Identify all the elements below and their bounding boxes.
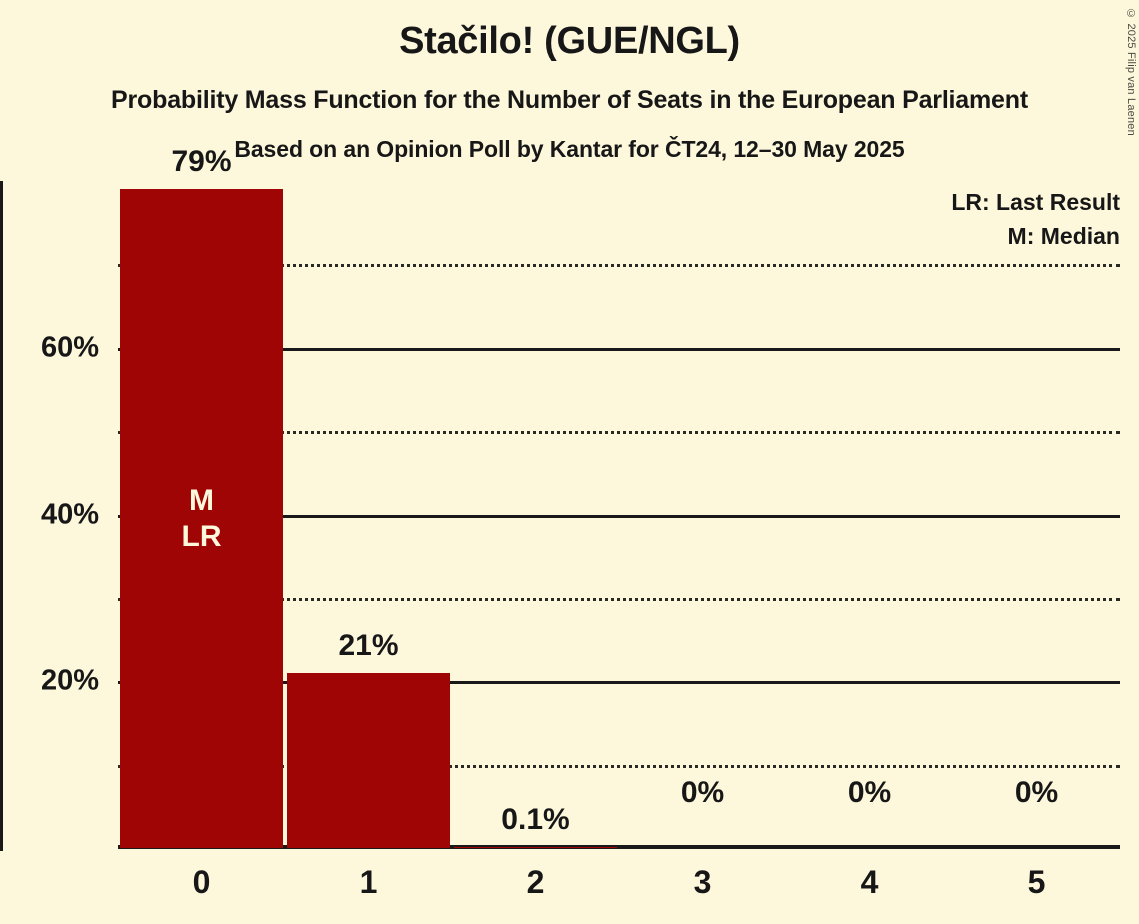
bar-annotation-labels: M LR <box>120 483 283 555</box>
x-axis-tick-labels: 0 1 2 3 4 5 <box>118 866 1120 916</box>
bar-value-label: 0.1% <box>501 803 570 837</box>
chart-title: Stačilo! (GUE/NGL) <box>399 20 740 62</box>
bar-value-label: 0% <box>680 776 725 809</box>
x-axis-line <box>118 845 1120 849</box>
chart-subtitle: Probability Mass Function for the Number… <box>111 86 1028 114</box>
copyright-notice: © 2025 Filip van Laenen <box>1125 8 1137 136</box>
last-result-marker: LR <box>181 519 222 553</box>
gridline-major <box>118 681 1120 685</box>
bar-value-label: 21% <box>338 628 399 662</box>
bar <box>454 847 617 848</box>
y-axis-tick-label: 20% <box>40 664 99 697</box>
y-axis-tick-labels: 20% 40% 60% <box>0 181 108 848</box>
bar <box>287 672 450 848</box>
median-marker: M <box>189 483 214 517</box>
x-axis-tick-label: 1 <box>359 864 378 900</box>
legend-item-last-result: LR: Last Result <box>951 189 1120 215</box>
x-axis-tick-label: 4 <box>860 864 879 900</box>
bar: M LR <box>120 189 283 848</box>
gridlines-layer <box>118 181 1120 848</box>
gridline-minor <box>118 431 1120 435</box>
chart-source-subtitle: Based on an Opinion Poll by Kantar for Č… <box>234 136 905 162</box>
gridline-minor <box>118 597 1120 601</box>
x-axis-tick-label: 2 <box>526 864 545 900</box>
y-axis-tick-label: 60% <box>40 331 99 364</box>
legend-item-median: M: Median <box>1007 223 1120 249</box>
y-axis-line <box>0 181 3 851</box>
x-axis-tick-label: 3 <box>693 864 712 900</box>
gridline-minor <box>118 264 1120 268</box>
bar-value-label: 0% <box>1014 776 1059 809</box>
x-axis-tick-label: 0 <box>192 864 211 900</box>
y-axis-tick-label: 40% <box>40 498 99 530</box>
chart-legend: LR: Last Result M: Median <box>951 185 1120 253</box>
bars-layer: M LR 79% 21% 0.1% 0% 0% 0% <box>118 147 1120 848</box>
bar-value-label: 79% <box>171 145 232 179</box>
gridline-minor <box>118 764 1120 768</box>
gridline-major <box>118 514 1120 518</box>
bar-value-label: 0% <box>847 776 892 809</box>
gridline-major <box>118 347 1120 351</box>
x-axis-tick-label: 5 <box>1027 864 1046 900</box>
